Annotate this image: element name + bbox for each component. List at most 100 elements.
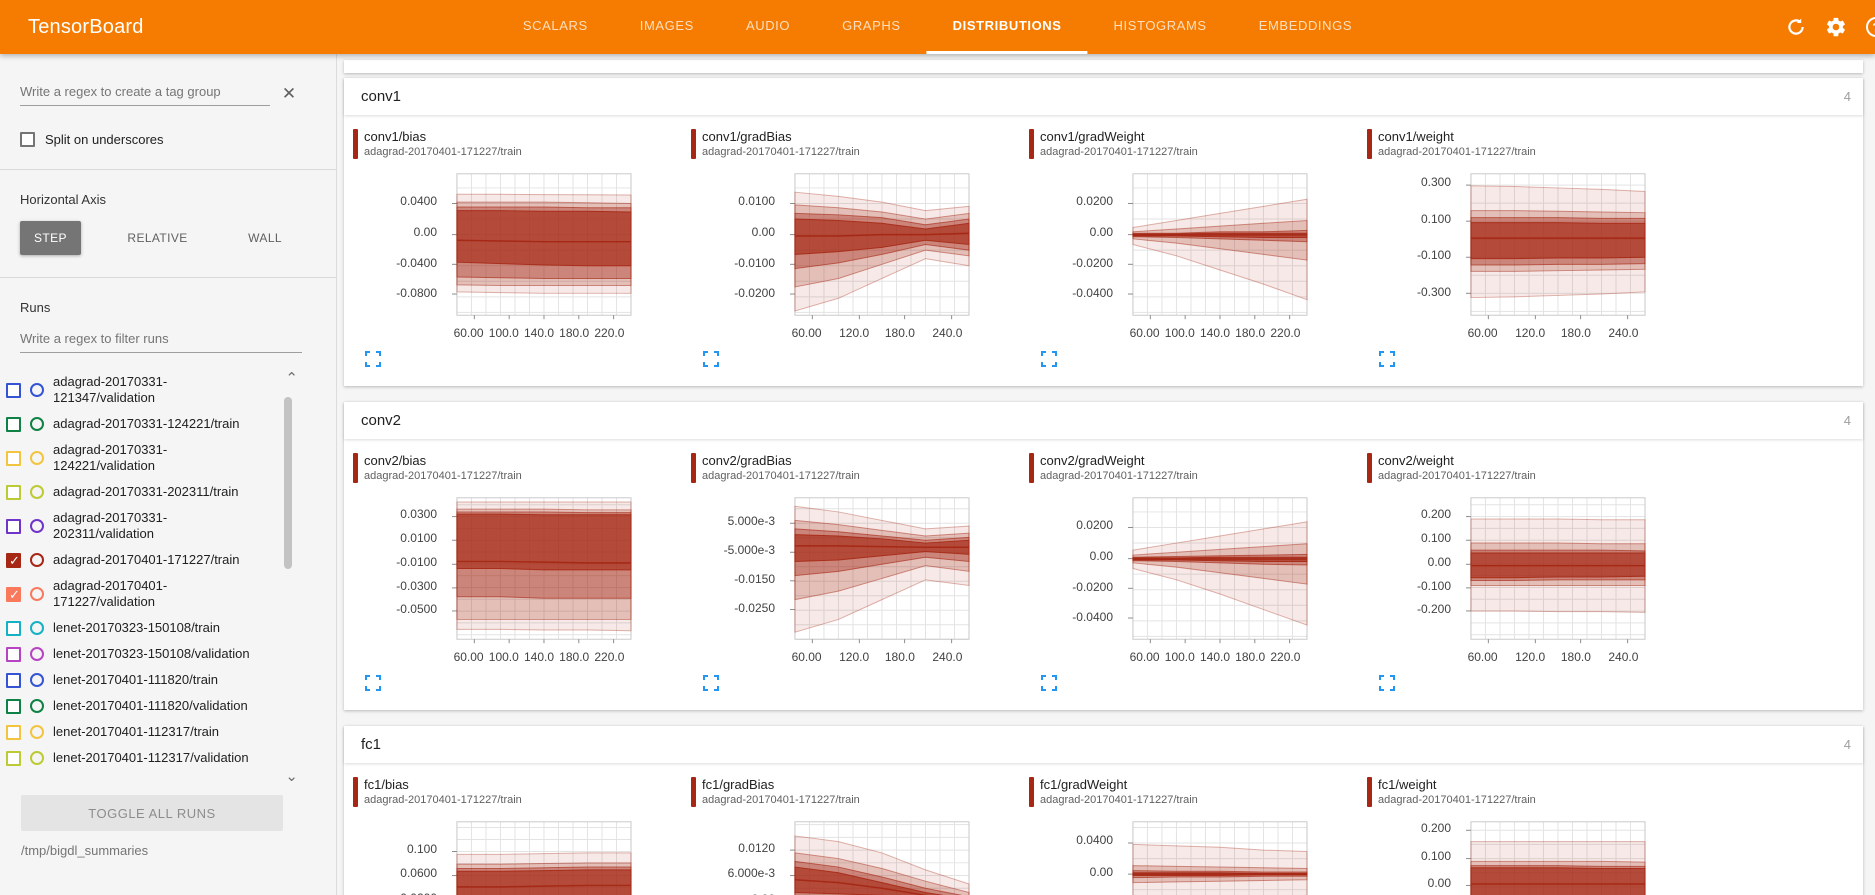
nav-tab-scalars[interactable]: SCALARS bbox=[522, 18, 588, 33]
y-axis-labels: 0.0200 0.00 -0.0200 -0.0400 bbox=[1072, 518, 1113, 624]
chevron-down-icon[interactable]: ⌄ bbox=[285, 768, 298, 785]
run-radio[interactable] bbox=[30, 553, 44, 567]
run-checkbox[interactable] bbox=[6, 646, 21, 662]
run-list-item[interactable]: adagrad-20170331-121347/validation bbox=[6, 369, 336, 411]
run-list-item[interactable]: ✓ adagrad-20170401-171227/validation bbox=[6, 573, 336, 615]
header-icons: ? bbox=[1783, 0, 1875, 54]
app-title: TensorBoard bbox=[28, 15, 144, 38]
run-checkbox[interactable] bbox=[6, 382, 21, 398]
chart-title: fc1/gradWeight bbox=[1040, 777, 1128, 792]
divider bbox=[0, 277, 336, 278]
run-radio[interactable] bbox=[30, 485, 44, 499]
run-radio[interactable] bbox=[30, 647, 44, 661]
chart-groups: conv1 4 conv1/bias adagrad-20170401-1712… bbox=[344, 78, 1863, 895]
distribution-plot[interactable] bbox=[1465, 819, 1647, 895]
expand-icon[interactable] bbox=[701, 673, 721, 696]
tag-group-name: conv2 bbox=[361, 412, 402, 429]
runs-scrollbar[interactable] bbox=[284, 363, 292, 787]
run-radio[interactable] bbox=[30, 725, 44, 739]
run-checkbox[interactable] bbox=[6, 416, 21, 432]
runs-filter-placeholder: Write a regex to filter runs bbox=[20, 331, 169, 346]
expand-icon[interactable] bbox=[1039, 349, 1059, 372]
tag-group-header[interactable]: conv2 4 bbox=[344, 402, 1863, 439]
run-radio[interactable] bbox=[30, 417, 44, 431]
expand-icon[interactable] bbox=[701, 349, 721, 372]
run-radio[interactable] bbox=[30, 751, 44, 765]
split-underscores-checkbox[interactable]: Split on underscores bbox=[20, 132, 302, 147]
run-checkbox[interactable]: ✓ bbox=[6, 586, 21, 602]
x-axis-labels: 60.00 100.0 140.0 180.0 220.0 bbox=[453, 650, 625, 664]
distribution-plot[interactable] bbox=[1127, 495, 1309, 645]
run-list-item[interactable]: lenet-20170401-111820/validation bbox=[6, 693, 336, 719]
run-checkbox[interactable] bbox=[6, 750, 21, 766]
tag-group-conv2: conv2 4 conv2/bias adagrad-20170401-1712… bbox=[344, 402, 1863, 710]
expand-icon[interactable] bbox=[1039, 673, 1059, 696]
chevron-up-icon[interactable]: ⌃ bbox=[285, 370, 298, 387]
run-name: adagrad-20170331-202311/validation bbox=[53, 510, 168, 541]
distribution-plot[interactable] bbox=[789, 171, 971, 321]
nav-tab-audio[interactable]: AUDIO bbox=[745, 18, 791, 33]
run-color-bar bbox=[1367, 129, 1372, 159]
expand-icon[interactable] bbox=[363, 349, 383, 372]
run-radio[interactable] bbox=[30, 383, 44, 397]
nav-tab-embeddings[interactable]: EMBEDDINGS bbox=[1258, 18, 1353, 33]
nav-tab-histograms[interactable]: HISTOGRAMS bbox=[1113, 18, 1207, 33]
expand-icon[interactable] bbox=[363, 673, 383, 696]
run-list-item[interactable]: adagrad-20170331-202311/validation bbox=[6, 505, 336, 547]
run-checkbox[interactable]: ✓ bbox=[6, 552, 21, 568]
run-checkbox[interactable] bbox=[6, 518, 21, 534]
x-axis-labels: 60.00 120.0 180.0 240.0 bbox=[791, 326, 963, 340]
toggle-all-runs-button[interactable]: TOGGLE ALL RUNS bbox=[21, 795, 283, 831]
expand-icon[interactable] bbox=[1377, 673, 1397, 696]
refresh-icon[interactable] bbox=[1783, 14, 1809, 40]
run-list-item[interactable]: adagrad-20170331-124221/validation bbox=[6, 437, 336, 479]
run-radio[interactable] bbox=[30, 673, 44, 687]
run-checkbox[interactable] bbox=[6, 698, 21, 714]
distribution-plot[interactable] bbox=[1127, 819, 1309, 895]
run-checkbox[interactable] bbox=[6, 450, 21, 466]
nav-tab-distributions[interactable]: DISTRIBUTIONS bbox=[926, 0, 1088, 54]
distribution-plot[interactable] bbox=[789, 495, 971, 645]
sidebar: Write a regex to create a tag group ✕ Sp… bbox=[0, 54, 337, 895]
run-radio[interactable] bbox=[30, 587, 44, 601]
axis-mode-wall[interactable]: WALL bbox=[234, 221, 296, 255]
scrollbar-thumb[interactable] bbox=[284, 397, 292, 569]
split-underscores-label: Split on underscores bbox=[45, 132, 164, 147]
run-checkbox[interactable] bbox=[6, 620, 21, 636]
run-list-item[interactable]: lenet-20170401-111820/train bbox=[6, 667, 336, 693]
run-list-item[interactable]: lenet-20170323-150108/validation bbox=[6, 641, 336, 667]
run-radio[interactable] bbox=[30, 451, 44, 465]
axis-mode-step[interactable]: STEP bbox=[20, 221, 81, 255]
settings-gear-icon[interactable] bbox=[1823, 14, 1849, 40]
expand-icon[interactable] bbox=[1377, 349, 1397, 372]
run-radio[interactable] bbox=[30, 519, 44, 533]
run-list-item[interactable]: lenet-20170401-112317/train bbox=[6, 719, 336, 745]
distribution-plot[interactable] bbox=[451, 171, 633, 321]
tag-group-header[interactable]: fc1 4 bbox=[344, 726, 1863, 763]
run-list-item[interactable]: ✓ adagrad-20170401-171227/train bbox=[6, 547, 336, 573]
run-list-item[interactable]: adagrad-20170331-124221/train bbox=[6, 411, 336, 437]
run-checkbox[interactable] bbox=[6, 672, 21, 688]
axis-mode-relative[interactable]: RELATIVE bbox=[113, 221, 201, 255]
run-list-item[interactable]: lenet-20170401-112317/validation bbox=[6, 745, 336, 771]
run-list-item[interactable]: lenet-20170323-150108/train bbox=[6, 615, 336, 641]
nav-tab-images[interactable]: IMAGES bbox=[639, 18, 694, 33]
tag-regex-input[interactable]: Write a regex to create a tag group bbox=[20, 80, 270, 106]
distribution-plot[interactable] bbox=[1127, 171, 1309, 321]
distribution-plot[interactable] bbox=[1465, 171, 1647, 321]
distribution-plot[interactable] bbox=[789, 819, 971, 895]
nav-tab-graphs[interactable]: GRAPHS bbox=[842, 18, 901, 33]
tag-group-header[interactable]: conv1 4 bbox=[344, 78, 1863, 115]
run-radio[interactable] bbox=[30, 699, 44, 713]
runs-filter-input[interactable]: Write a regex to filter runs bbox=[20, 327, 302, 353]
close-icon[interactable]: ✕ bbox=[276, 80, 302, 106]
run-checkbox[interactable] bbox=[6, 484, 21, 500]
distribution-plot[interactable] bbox=[451, 819, 633, 895]
help-icon[interactable]: ? bbox=[1863, 14, 1875, 40]
distribution-chart-card: conv2/bias adagrad-20170401-171227/train… bbox=[353, 453, 691, 696]
distribution-plot[interactable] bbox=[451, 495, 633, 645]
distribution-plot[interactable] bbox=[1465, 495, 1647, 645]
run-radio[interactable] bbox=[30, 621, 44, 635]
run-checkbox[interactable] bbox=[6, 724, 21, 740]
run-list-item[interactable]: adagrad-20170331-202311/train bbox=[6, 479, 336, 505]
